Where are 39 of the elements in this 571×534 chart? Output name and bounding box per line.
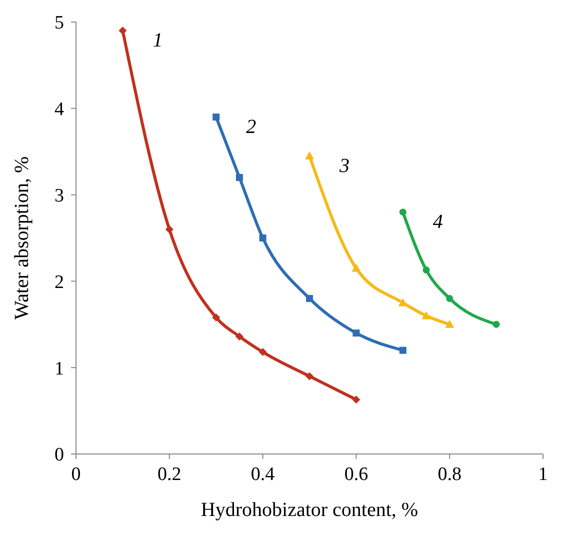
x-tick-label: 1 [538, 464, 548, 485]
x-tick-label: 0.8 [438, 464, 462, 485]
series-label: 4 [432, 211, 443, 234]
point [212, 313, 220, 322]
point [306, 372, 314, 380]
x-tick-label: 0.6 [344, 464, 368, 485]
point [259, 234, 266, 242]
point [422, 266, 430, 274]
y-axis-title: Water absorption, % [11, 156, 33, 320]
series-label: 2 [246, 116, 256, 138]
point [352, 396, 360, 404]
point [305, 151, 314, 160]
point [352, 330, 360, 337]
y-tick-label: 3 [54, 185, 64, 206]
x-axis-title: Hydrohobizator content, % [200, 499, 418, 521]
point [235, 332, 244, 340]
point [399, 346, 406, 354]
point [118, 26, 127, 35]
y-tick-label: 0 [54, 444, 64, 466]
point [399, 208, 406, 216]
point [352, 264, 361, 272]
x-tick-label: 0.4 [250, 464, 276, 485]
point [236, 174, 243, 182]
point [422, 311, 431, 320]
point [306, 294, 313, 302]
x-tick-label: 0.2 [158, 464, 182, 485]
series-label: 1 [152, 30, 163, 52]
y-tick-label: 1 [54, 358, 64, 380]
x-tick-label: 0 [71, 464, 81, 485]
y-tick-label: 4 [54, 99, 64, 120]
point [446, 294, 454, 302]
y-tick-label: 2 [54, 272, 64, 293]
point [492, 320, 500, 328]
point [165, 225, 174, 234]
y-tick-label: 5 [54, 12, 64, 34]
point [258, 348, 267, 356]
point [445, 320, 454, 328]
point [212, 114, 220, 121]
series-label: 3 [338, 154, 350, 177]
